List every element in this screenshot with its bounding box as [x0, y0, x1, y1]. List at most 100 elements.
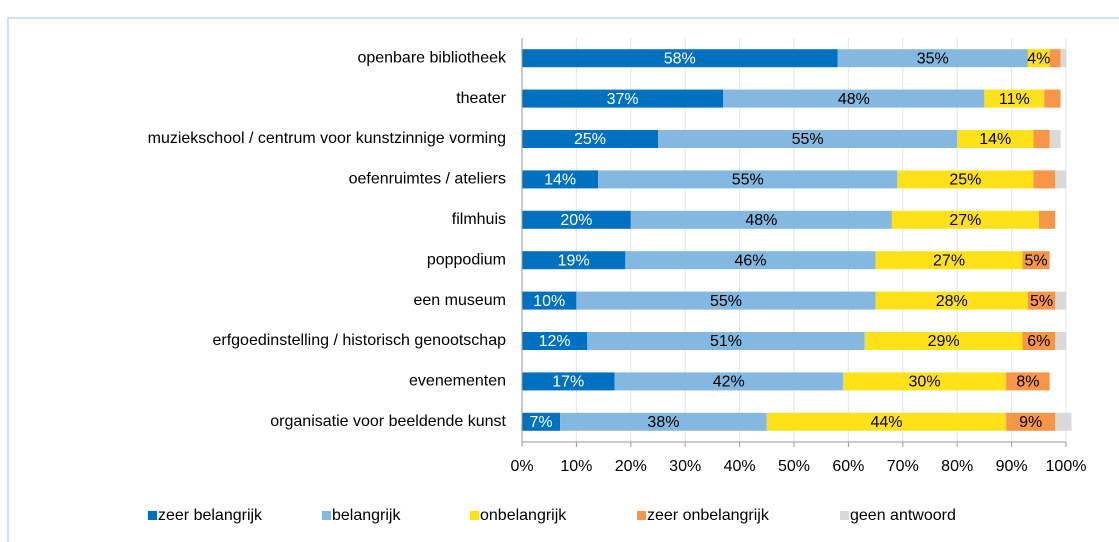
- bar-segment: [1022, 332, 1056, 350]
- bar-segment: [1033, 130, 1050, 148]
- value-label: 17%: [552, 374, 584, 391]
- value-label: 25%: [574, 131, 606, 148]
- bar-segment: [897, 170, 1034, 189]
- bar-segment: [1049, 130, 1061, 148]
- value-label: 28%: [936, 293, 968, 310]
- x-tick-label: 70%: [887, 458, 919, 475]
- value-label: 25%: [949, 172, 981, 189]
- value-label: 6%: [1027, 333, 1050, 350]
- bar-segment: [658, 130, 958, 148]
- legend-label: zeer onbelangrijk: [647, 507, 770, 524]
- bar-segment: [837, 49, 1028, 68]
- value-label: 5%: [1025, 252, 1048, 269]
- legend-label: onbelangrijk: [480, 507, 567, 524]
- bar-segment: [1027, 49, 1050, 68]
- legend-swatch: [148, 511, 157, 520]
- category-label: filmhuis: [452, 211, 506, 228]
- value-label: 44%: [870, 414, 902, 431]
- x-tick-label: 90%: [996, 458, 1028, 475]
- bar-segment: [522, 412, 561, 431]
- x-tick-label: 10%: [560, 458, 592, 475]
- bar-segment: [522, 49, 838, 68]
- bar-segment: [1055, 332, 1066, 350]
- bar-segment: [984, 89, 1045, 108]
- value-label: 55%: [732, 172, 764, 189]
- category-label: een museum: [414, 292, 507, 309]
- x-tick-label: 20%: [615, 458, 647, 475]
- bar-segment: [560, 412, 767, 431]
- value-label: 5%: [1030, 293, 1053, 310]
- category-label: organisatie voor beeldende kunst: [270, 413, 506, 430]
- value-label: 10%: [533, 293, 565, 310]
- bar-segment: [1055, 412, 1072, 431]
- value-label: 51%: [710, 333, 742, 350]
- legend-swatch: [637, 511, 646, 520]
- value-label: 30%: [909, 374, 941, 391]
- value-label: 4%: [1027, 50, 1050, 67]
- category-label: erfgoedinstelling / historisch genootsch…: [212, 332, 506, 349]
- value-label: 27%: [949, 212, 981, 229]
- bar-segment: [587, 332, 865, 350]
- value-label: 48%: [838, 91, 870, 108]
- legend-label: geen antwoord: [850, 507, 956, 524]
- category-label: theater: [456, 90, 506, 107]
- bar-segment: [1027, 291, 1056, 310]
- bar-segment: [614, 372, 843, 391]
- legend-label: belangrijk: [332, 507, 401, 524]
- bar-segment: [598, 170, 898, 189]
- bar-segment: [1049, 49, 1061, 68]
- value-label: 19%: [558, 252, 590, 269]
- category-label: muziekschool / centrum voor kunstzinnige…: [148, 130, 506, 147]
- bar-segment: [625, 251, 876, 270]
- value-label: 11%: [999, 91, 1030, 108]
- bar-segment: [1060, 49, 1066, 68]
- category-label: poppodium: [427, 251, 506, 268]
- category-label: openbare bibliotheek: [357, 49, 507, 66]
- bar-segment: [522, 210, 631, 229]
- x-tick-label: 40%: [724, 458, 756, 475]
- bar-segment: [1006, 412, 1056, 431]
- bar-segment: [1033, 170, 1056, 189]
- legend-swatch: [840, 511, 849, 520]
- value-label: 7%: [529, 414, 552, 431]
- value-label: 37%: [607, 91, 639, 108]
- legend-label: zeer belangrijk: [158, 507, 263, 524]
- value-label: 48%: [745, 212, 777, 229]
- legend-swatch: [470, 511, 479, 520]
- bar-segment: [1038, 210, 1056, 229]
- bar-segment: [957, 130, 1034, 148]
- frame: [7, 17, 1119, 542]
- value-label: 14%: [544, 172, 576, 189]
- bar-segment: [1055, 291, 1066, 310]
- bar-segment: [875, 291, 1028, 310]
- value-label: 55%: [792, 131, 824, 148]
- legend-swatch: [322, 511, 331, 520]
- value-label: 38%: [647, 414, 679, 431]
- value-label: 27%: [933, 252, 965, 269]
- value-label: 35%: [917, 50, 949, 67]
- x-tick-label: 80%: [941, 458, 973, 475]
- bar-segment: [522, 332, 588, 350]
- bar-segment: [766, 412, 1007, 431]
- value-label: 9%: [1019, 414, 1042, 431]
- value-label: 20%: [560, 212, 592, 229]
- value-label: 55%: [710, 293, 742, 310]
- bar-segment: [630, 210, 892, 229]
- x-tick-label: 30%: [669, 458, 701, 475]
- bar-segment: [522, 89, 724, 108]
- category-label: oefenruimtes / ateliers: [349, 171, 506, 188]
- category-label: evenementen: [409, 373, 506, 390]
- x-tick-label: 0%: [510, 458, 533, 475]
- value-label: 29%: [928, 333, 960, 350]
- value-label: 14%: [979, 131, 1011, 148]
- value-label: 58%: [664, 50, 696, 67]
- bar-segment: [576, 291, 876, 310]
- x-tick-label: 100%: [1046, 458, 1087, 475]
- bar-segment: [522, 130, 658, 148]
- x-tick-label: 50%: [778, 458, 810, 475]
- value-label: 46%: [734, 252, 766, 269]
- x-tick-label: 60%: [832, 458, 864, 475]
- value-label: 12%: [539, 333, 571, 350]
- bar-segment: [875, 251, 1023, 270]
